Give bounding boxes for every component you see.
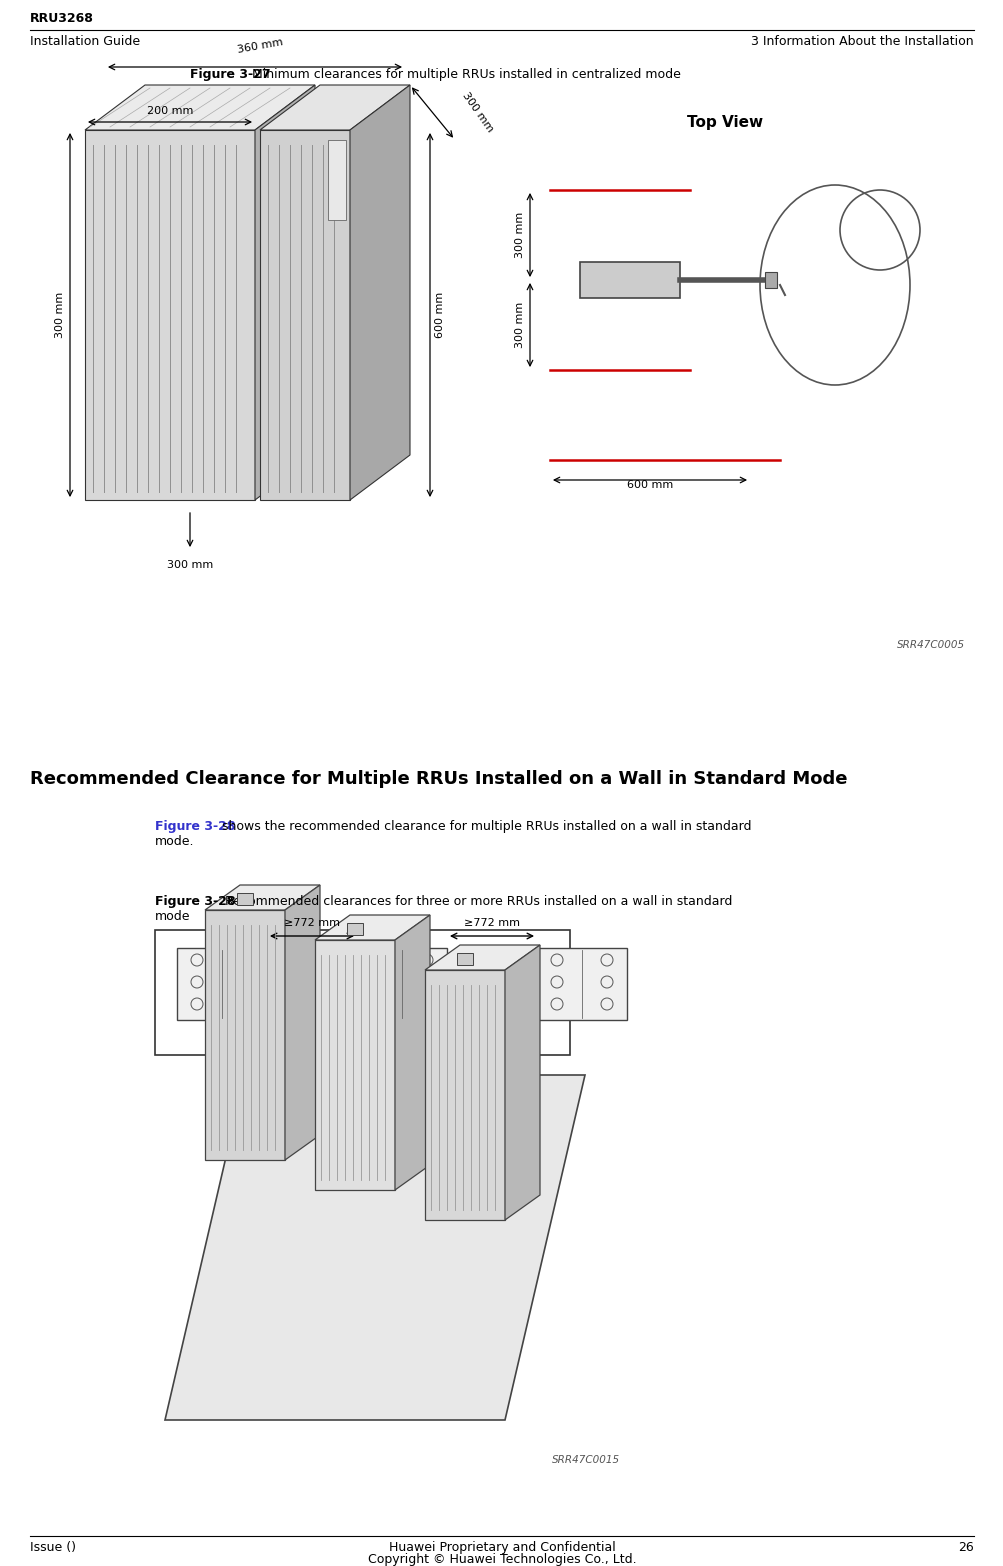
Text: shows the recommended clearance for multiple RRUs installed on a wall in standar: shows the recommended clearance for mult… — [218, 821, 751, 833]
Text: ≥772 mm: ≥772 mm — [463, 918, 520, 929]
Polygon shape — [315, 915, 429, 940]
Text: 300 mm: 300 mm — [459, 91, 494, 133]
Text: 360 mm: 360 mm — [236, 38, 284, 55]
Bar — [456, 954, 472, 965]
Text: 600 mm: 600 mm — [434, 291, 444, 338]
Text: 300 mm: 300 mm — [515, 302, 525, 348]
Polygon shape — [164, 1074, 585, 1420]
Text: mode: mode — [154, 910, 191, 922]
Text: 300 mm: 300 mm — [515, 211, 525, 258]
Text: 200 mm: 200 mm — [146, 106, 193, 116]
Text: Figure 3-28: Figure 3-28 — [154, 821, 236, 833]
Bar — [328, 139, 346, 219]
Polygon shape — [394, 915, 429, 1190]
Polygon shape — [285, 885, 320, 1160]
Polygon shape — [315, 940, 394, 1190]
Text: ≥772 mm: ≥772 mm — [284, 918, 340, 929]
Polygon shape — [255, 85, 315, 500]
Bar — [177, 947, 267, 1019]
Bar — [347, 922, 363, 935]
Polygon shape — [205, 910, 285, 1160]
Text: Top View: Top View — [686, 114, 762, 130]
Text: 26: 26 — [957, 1541, 973, 1553]
Text: Copyright © Huawei Technologies Co., Ltd.: Copyright © Huawei Technologies Co., Ltd… — [367, 1553, 636, 1566]
Text: 3 Information About the Installation: 3 Information About the Installation — [750, 34, 973, 49]
Bar — [237, 893, 253, 905]
Polygon shape — [350, 85, 409, 500]
Text: mode.: mode. — [154, 835, 195, 849]
Bar — [580, 262, 679, 298]
Bar — [764, 272, 776, 288]
Polygon shape — [260, 130, 350, 500]
Bar — [357, 947, 446, 1019]
Text: Figure 3-28: Figure 3-28 — [154, 896, 236, 908]
Text: 300 mm: 300 mm — [166, 561, 213, 570]
Text: Issue (): Issue () — [30, 1541, 76, 1553]
Text: RRU3268: RRU3268 — [30, 13, 94, 25]
Text: Installation Guide: Installation Guide — [30, 34, 140, 49]
Polygon shape — [424, 969, 505, 1220]
Text: 600 mm: 600 mm — [626, 481, 672, 490]
Text: SRR47C0015: SRR47C0015 — [552, 1455, 620, 1466]
Text: SRR47C0005: SRR47C0005 — [896, 640, 964, 650]
Polygon shape — [205, 885, 320, 910]
Polygon shape — [505, 944, 540, 1220]
Polygon shape — [85, 85, 315, 130]
Text: Recommended Clearance for Multiple RRUs Installed on a Wall in Standard Mode: Recommended Clearance for Multiple RRUs … — [30, 770, 847, 788]
Polygon shape — [85, 130, 255, 500]
Polygon shape — [260, 85, 409, 130]
Text: Figure 3-27: Figure 3-27 — [190, 67, 271, 81]
Bar — [154, 930, 570, 1055]
Text: 300 mm: 300 mm — [55, 291, 65, 338]
Text: Recommended clearances for three or more RRUs installed on a wall in standard: Recommended clearances for three or more… — [221, 896, 731, 908]
Bar — [537, 947, 627, 1019]
Text: Huawei Proprietary and Confidential: Huawei Proprietary and Confidential — [388, 1541, 615, 1553]
Text: Minimum clearances for multiple RRUs installed in centralized mode: Minimum clearances for multiple RRUs ins… — [248, 67, 680, 81]
Polygon shape — [424, 944, 540, 969]
